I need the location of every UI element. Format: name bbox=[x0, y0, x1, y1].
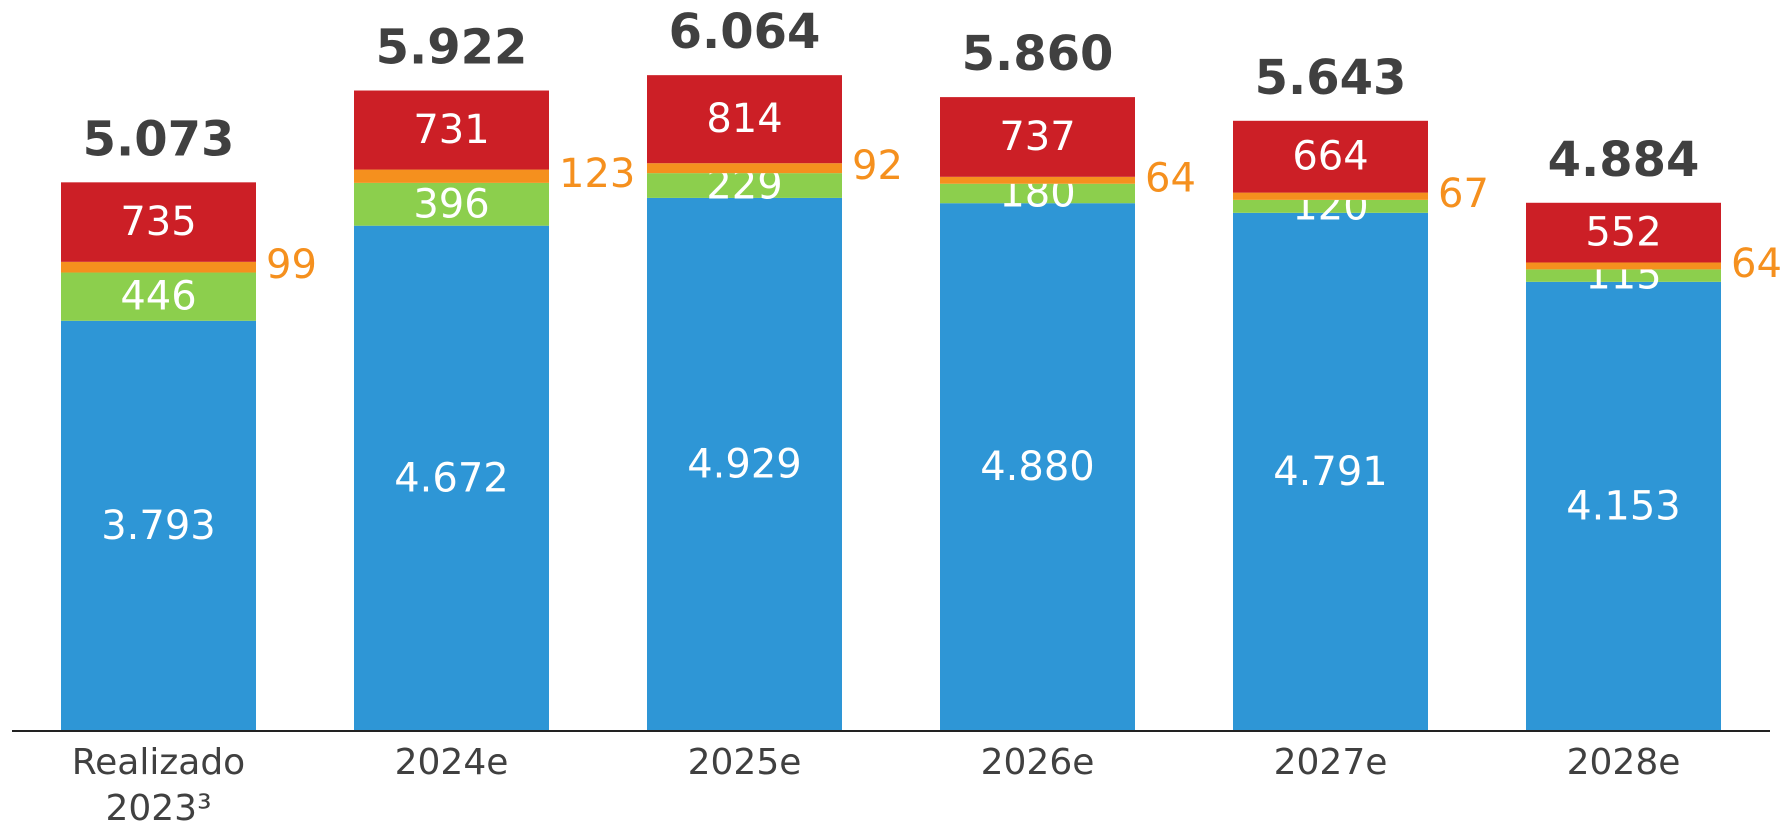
data-label: 67 bbox=[1438, 171, 1489, 217]
data-label: 731 bbox=[413, 107, 489, 153]
bar-segment bbox=[1526, 269, 1721, 282]
data-label: 99 bbox=[266, 242, 317, 288]
x-tick-label: 2026e bbox=[981, 742, 1095, 783]
data-label: 4.153 bbox=[1566, 483, 1681, 529]
data-label: 664 bbox=[1292, 134, 1368, 180]
data-label: 64 bbox=[1145, 155, 1196, 201]
bar-segment bbox=[1526, 202, 1721, 263]
data-label: 735 bbox=[120, 199, 196, 245]
bar-segment bbox=[647, 75, 842, 164]
bar-segment bbox=[61, 320, 256, 731]
total-label: 4.884 bbox=[1548, 132, 1700, 188]
data-label: 4.672 bbox=[394, 455, 509, 501]
bar-segment bbox=[354, 90, 549, 170]
bar-segment bbox=[1526, 281, 1721, 731]
bar-segment bbox=[940, 203, 1135, 731]
bar-segment bbox=[61, 272, 256, 321]
bar-segment bbox=[354, 169, 549, 183]
x-tick-label: 2024e bbox=[395, 742, 509, 783]
bar-segment bbox=[647, 197, 842, 732]
data-label: 814 bbox=[706, 96, 782, 142]
data-label: 4.929 bbox=[687, 441, 802, 487]
bar-segment bbox=[354, 225, 549, 731]
bar-segment bbox=[1233, 120, 1428, 193]
bar-segment bbox=[1526, 262, 1721, 270]
total-label: 6.064 bbox=[669, 4, 821, 60]
bar-segment bbox=[940, 176, 1135, 184]
bar-segment bbox=[647, 163, 842, 174]
x-tick-label: 2027e bbox=[1274, 742, 1388, 783]
bar-segment bbox=[61, 182, 256, 262]
total-label: 5.860 bbox=[962, 26, 1114, 82]
x-tick-label: 2028e bbox=[1567, 742, 1681, 783]
data-label: 396 bbox=[413, 181, 489, 227]
data-label: 3.793 bbox=[101, 503, 216, 549]
bar-segment bbox=[1233, 199, 1428, 213]
data-label: 4.880 bbox=[980, 444, 1095, 490]
bar-segment bbox=[61, 261, 256, 273]
data-label: 64 bbox=[1731, 241, 1782, 287]
bar-segment bbox=[940, 97, 1135, 177]
data-label: 123 bbox=[559, 151, 635, 197]
data-label: 552 bbox=[1585, 210, 1661, 256]
bar-segment bbox=[940, 183, 1135, 204]
total-label: 5.073 bbox=[83, 111, 235, 167]
x-tick-label: 2025e bbox=[688, 742, 802, 783]
total-label: 5.643 bbox=[1255, 50, 1407, 106]
data-label: 737 bbox=[999, 114, 1075, 160]
bar-segment bbox=[354, 182, 549, 226]
data-label: 4.791 bbox=[1273, 449, 1388, 495]
x-tick-label: Realizado 2023³ bbox=[72, 742, 245, 829]
bar-segment bbox=[647, 173, 842, 198]
total-label: 5.922 bbox=[376, 20, 528, 76]
bar-segment bbox=[1233, 192, 1428, 200]
data-label: 446 bbox=[120, 274, 196, 320]
bar-segment bbox=[1233, 212, 1428, 731]
data-label: 92 bbox=[852, 143, 903, 189]
